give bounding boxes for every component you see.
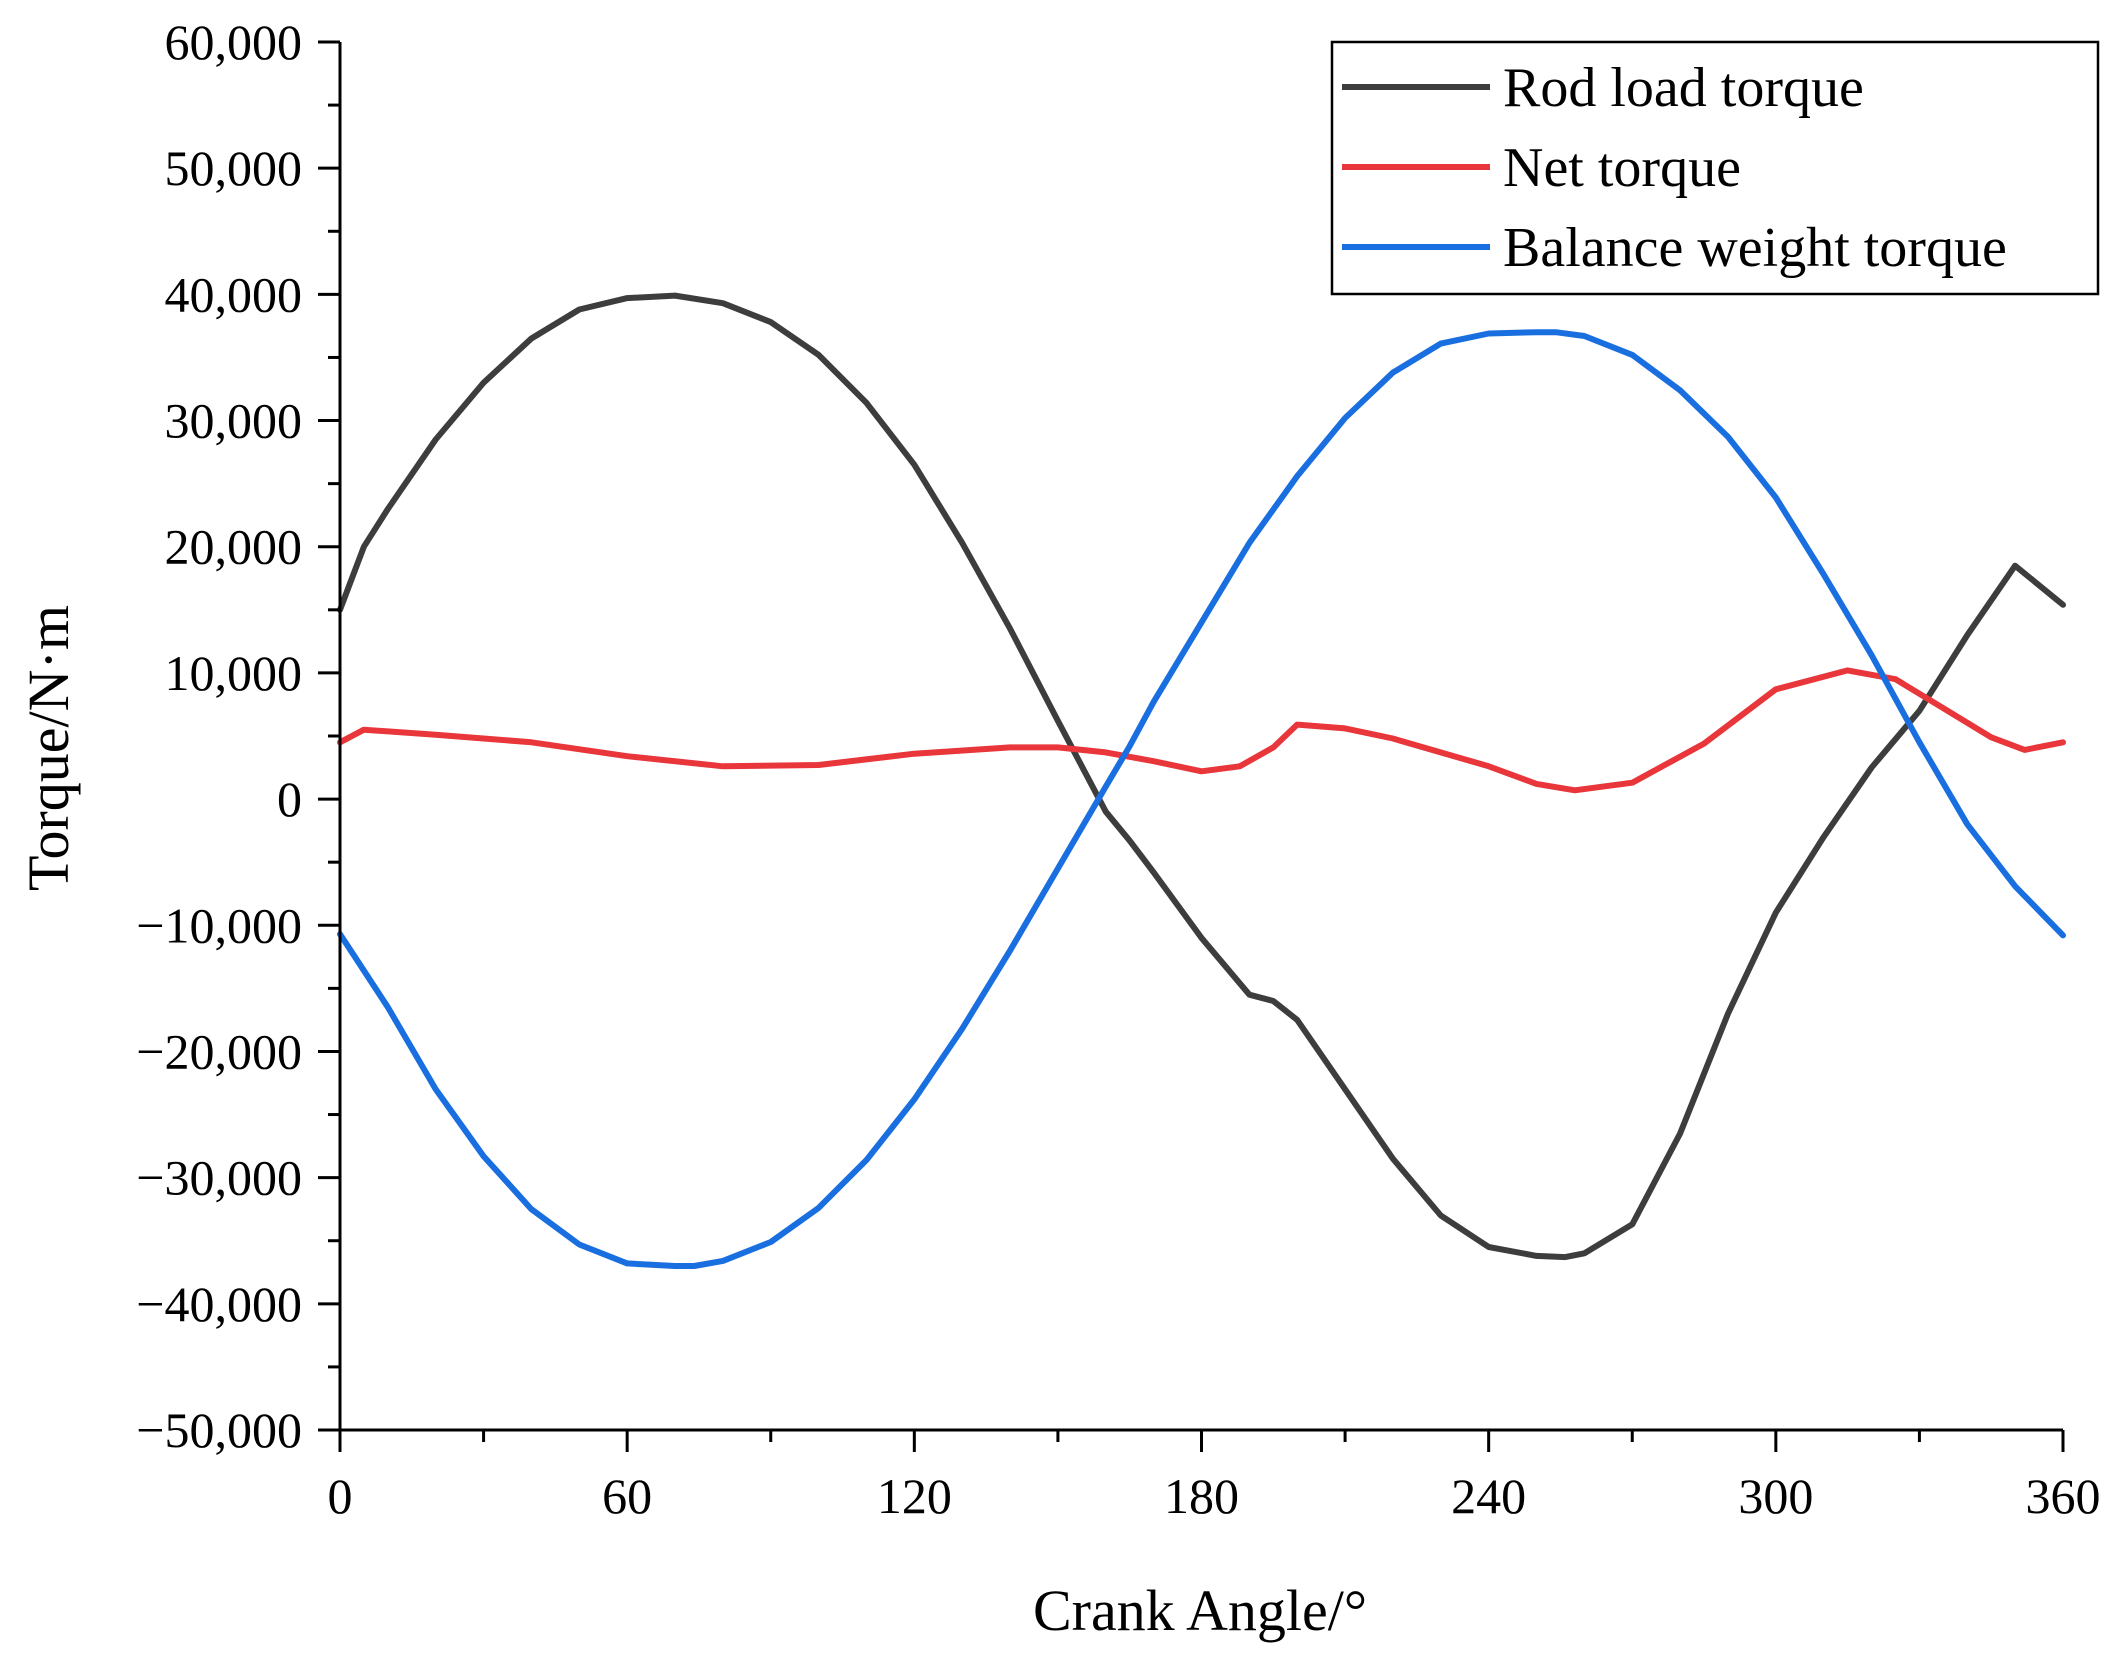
x-tick-label: 120 bbox=[877, 1468, 952, 1524]
y-tick-label: −50,000 bbox=[136, 1402, 302, 1458]
legend-label-balance-weight-torque: Balance weight torque bbox=[1503, 217, 2007, 279]
y-tick-label: −10,000 bbox=[136, 897, 302, 953]
axes bbox=[318, 40, 2065, 1452]
legend-item-net-torque: Net torque bbox=[1342, 137, 1741, 199]
legend-label-net-torque: Net torque bbox=[1503, 137, 1741, 199]
legend-item-balance-weight-torque: Balance weight torque bbox=[1342, 217, 2007, 279]
x-tick-label: 240 bbox=[1451, 1468, 1526, 1524]
legend: Rod load torque Net torque Balance weigh… bbox=[1330, 40, 2100, 296]
y-tick-label: 40,000 bbox=[165, 266, 303, 322]
legend-item-rod-load-torque: Rod load torque bbox=[1342, 57, 1864, 119]
series-line-net-torque bbox=[337, 667, 2066, 794]
plot-lines bbox=[337, 292, 2066, 1269]
legend-label-rod-load-torque: Rod load torque bbox=[1503, 57, 1864, 119]
y-tick-label: 60,000 bbox=[165, 14, 303, 70]
x-tick-label: 300 bbox=[1738, 1468, 1813, 1524]
x-tick-label: 60 bbox=[602, 1468, 652, 1524]
y-tick-label: 50,000 bbox=[165, 140, 303, 196]
x-tick-label: 180 bbox=[1164, 1468, 1239, 1524]
y-axis-title: Torque/N·m bbox=[16, 605, 81, 891]
y-tick-label: 30,000 bbox=[165, 393, 303, 449]
tick-labels: 60,000 50,000 40,000 30,000 20,000 10,000 0 −10… bbox=[136, 14, 2100, 1524]
y-tick-label: 0 bbox=[277, 771, 302, 827]
y-tick-label: 10,000 bbox=[165, 645, 303, 701]
y-tick-label: 20,000 bbox=[165, 519, 303, 575]
y-tick-label: −20,000 bbox=[136, 1023, 302, 1079]
y-tick-label: −30,000 bbox=[136, 1150, 302, 1206]
x-axis-title: Crank Angle/° bbox=[1033, 1578, 1367, 1643]
y-tick-label: −40,000 bbox=[136, 1276, 302, 1332]
x-tick-label: 360 bbox=[2026, 1468, 2101, 1524]
x-tick-label: 0 bbox=[328, 1468, 353, 1524]
series-line-balance-weight-torque bbox=[337, 329, 2066, 1269]
series-line-rod-load-torque bbox=[337, 292, 2066, 1261]
